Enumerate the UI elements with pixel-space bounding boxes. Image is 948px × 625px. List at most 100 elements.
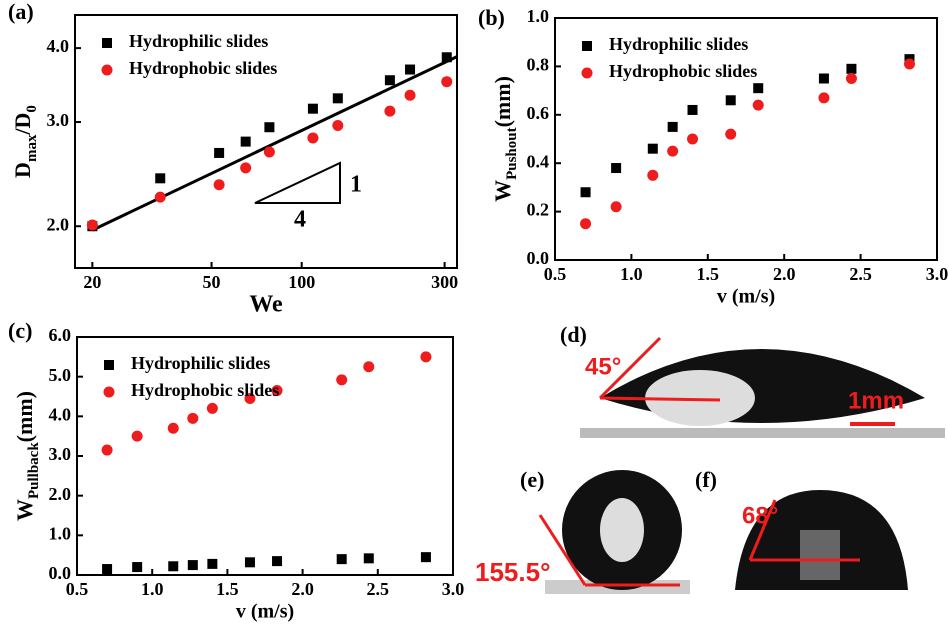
point bbox=[384, 105, 396, 117]
y-axis-label-part: W bbox=[12, 499, 37, 521]
x-tick-label: 20 bbox=[83, 272, 101, 292]
y-tick-label: 4.0 bbox=[47, 36, 70, 56]
legend-marker bbox=[581, 67, 593, 79]
point bbox=[240, 162, 252, 174]
angle-label: 45° bbox=[585, 353, 621, 380]
point bbox=[206, 402, 218, 414]
angle-label: 68° bbox=[742, 502, 778, 529]
legend-label: Hydrophobic slides bbox=[609, 61, 757, 81]
plot-frame bbox=[74, 14, 458, 269]
point bbox=[244, 557, 255, 568]
y-tick-label: 0.2 bbox=[527, 200, 550, 220]
annotation: 4 bbox=[294, 207, 306, 233]
y-axis-label-part: /D bbox=[10, 113, 35, 136]
legend-label: Hydrophilic slides bbox=[609, 34, 748, 54]
y-tick-label: 0.4 bbox=[527, 151, 550, 171]
point bbox=[363, 553, 374, 564]
x-tick-label: 300 bbox=[431, 272, 458, 292]
point bbox=[214, 147, 225, 158]
y-tick-label: 0.6 bbox=[527, 103, 550, 123]
point bbox=[187, 560, 198, 571]
point bbox=[154, 191, 166, 203]
point bbox=[753, 83, 764, 94]
x-tick-label: 2.0 bbox=[773, 264, 796, 284]
point bbox=[336, 554, 347, 565]
point bbox=[611, 163, 622, 174]
y-axis-label: WPushout(mm) bbox=[490, 76, 520, 202]
point bbox=[405, 64, 416, 75]
point bbox=[441, 52, 452, 63]
point bbox=[818, 73, 829, 84]
point bbox=[332, 119, 344, 131]
point bbox=[818, 92, 830, 104]
point bbox=[687, 133, 699, 145]
point bbox=[102, 564, 113, 575]
legend-marker bbox=[103, 386, 115, 398]
x-tick-label: 1.0 bbox=[620, 264, 643, 284]
legend-marker bbox=[101, 64, 113, 76]
y-axis-label-part: D bbox=[10, 162, 35, 178]
point bbox=[404, 89, 416, 101]
y-tick-label: 6.0 bbox=[49, 325, 72, 345]
point bbox=[725, 128, 737, 140]
point bbox=[580, 218, 592, 230]
point bbox=[131, 430, 143, 442]
panel-label: (d) bbox=[560, 322, 587, 347]
x-tick-label: 2.0 bbox=[291, 579, 314, 599]
legend-label: Hydrophobic slides bbox=[129, 58, 277, 78]
point bbox=[384, 75, 395, 86]
point bbox=[155, 173, 166, 184]
panel-label: (f) bbox=[695, 467, 717, 492]
panel-label: (c) bbox=[8, 318, 32, 343]
droplet-highlight bbox=[600, 498, 644, 562]
legend-marker bbox=[102, 38, 112, 48]
point bbox=[207, 558, 218, 569]
point bbox=[168, 561, 179, 572]
angle-line bbox=[599, 396, 721, 402]
plot-frame bbox=[554, 17, 938, 261]
y-axis-label-part: (mm) bbox=[490, 76, 515, 127]
point bbox=[272, 556, 283, 567]
point bbox=[667, 121, 678, 132]
point bbox=[263, 146, 275, 158]
point bbox=[363, 361, 375, 373]
point bbox=[307, 132, 319, 144]
y-axis-label-part: (mm) bbox=[12, 391, 37, 442]
x-tick-label: 3.0 bbox=[926, 264, 948, 284]
annotation: 1 bbox=[350, 172, 362, 198]
x-tick-label: 3.0 bbox=[442, 579, 465, 599]
legend-label: Hydrophobic slides bbox=[131, 380, 279, 400]
y-tick-label: 1.0 bbox=[49, 523, 72, 543]
panel-label: (e) bbox=[520, 467, 544, 492]
angle-line bbox=[538, 514, 587, 586]
point bbox=[332, 93, 343, 104]
panel-label: (a) bbox=[8, 0, 34, 24]
legend-marker bbox=[582, 41, 592, 51]
point bbox=[336, 374, 348, 386]
y-tick-label: 3.0 bbox=[49, 444, 72, 464]
point bbox=[86, 219, 98, 231]
y-tick-label: 0.8 bbox=[527, 55, 550, 75]
point bbox=[647, 143, 658, 154]
y-axis-label: Dmax/D0 bbox=[10, 105, 40, 178]
angle-line bbox=[598, 336, 662, 400]
x-tick-label: 50 bbox=[203, 272, 221, 292]
y-axis-label-part: 0 bbox=[24, 105, 40, 113]
point bbox=[167, 422, 179, 434]
legend-label: Hydrophilic slides bbox=[131, 353, 270, 373]
point bbox=[132, 562, 143, 573]
y-axis-label-part: Pushout bbox=[504, 127, 520, 180]
point bbox=[580, 187, 591, 198]
x-tick-label: 2.5 bbox=[849, 264, 872, 284]
legend-label: Hydrophilic slides bbox=[129, 31, 268, 51]
point bbox=[264, 122, 275, 133]
x-tick-label: 1.0 bbox=[141, 579, 164, 599]
point bbox=[187, 412, 199, 424]
point bbox=[610, 201, 622, 213]
y-tick-label: 1.0 bbox=[527, 6, 550, 26]
scale-label: 1mm bbox=[848, 387, 904, 414]
point bbox=[647, 169, 659, 181]
x-tick-label: 0.5 bbox=[544, 264, 567, 284]
x-axis-label: We bbox=[249, 292, 283, 318]
